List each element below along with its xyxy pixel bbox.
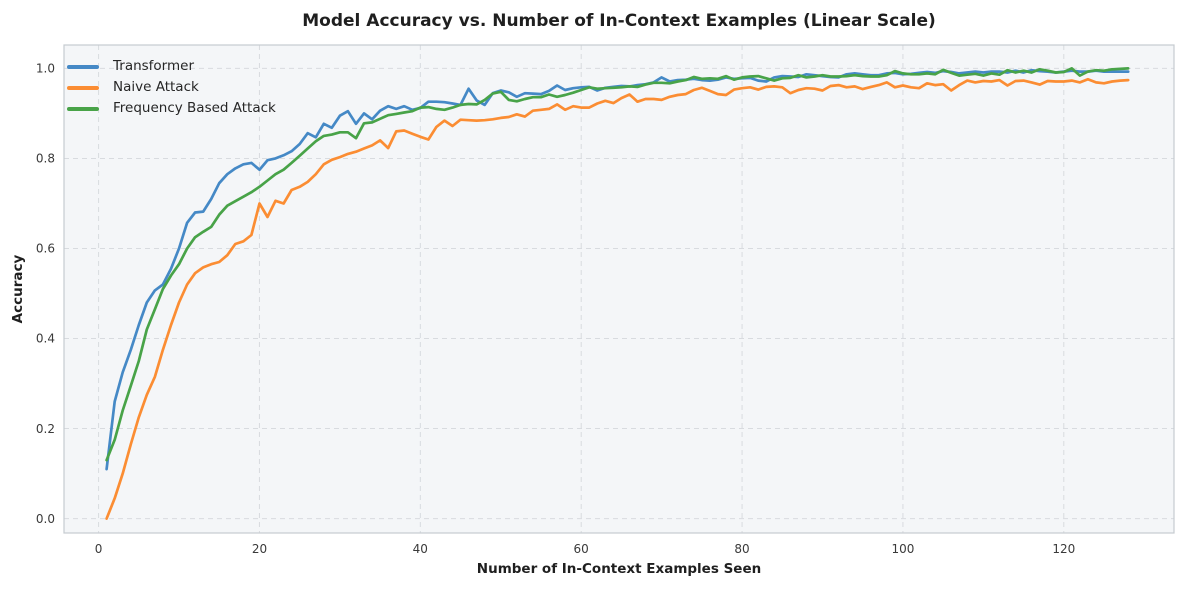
legend-label-naive-attack: Naive Attack [113,79,199,95]
legend-swatch-transformer-icon [67,64,99,69]
y-tick-label: 0.2 [36,422,55,436]
chart-title: Model Accuracy vs. Number of In-Context … [302,11,936,31]
x-tick-label: 120 [1052,542,1075,556]
legend-item-transformer: Transformer [65,56,276,77]
legend-label-frequency-based-attack: Frequency Based Attack [113,100,276,116]
x-tick-label: 100 [891,542,914,556]
x-axis-label: Number of In-Context Examples Seen [477,561,761,577]
legend-item-frequency-based-attack: Frequency Based Attack [65,98,276,119]
y-tick-label: 0.6 [36,242,55,256]
plot-area [64,45,1174,533]
y-tick-label: 0.4 [36,332,55,346]
x-tick-label: 40 [413,542,428,556]
x-tick-label: 0 [95,542,103,556]
y-tick-labels: 0.0 0.2 0.4 0.6 0.8 1.0 [36,62,55,526]
series-line-frequency-based-attack [105,67,1130,462]
x-tick-label: 20 [252,542,267,556]
y-axis-label: Accuracy [10,254,26,323]
x-tick-labels: 0 20 40 60 80 100 120 [95,542,1075,556]
plot-frame [63,44,1175,534]
series-lines [105,67,1130,520]
legend-item-naive-attack: Naive Attack [65,77,276,98]
legend: Transformer Naive Attack Frequency Based… [65,56,276,119]
legend-label-transformer: Transformer [113,58,195,74]
legend-swatch-naive-attack-icon [67,85,99,90]
series-line-naive-attack [105,77,1130,520]
x-tick-label: 60 [574,542,589,556]
gridlines [64,45,1174,533]
legend-swatch-frequency-based-attack-icon [67,106,99,111]
y-tick-label: 0.0 [36,512,55,526]
x-tick-label: 80 [734,542,749,556]
y-tick-label: 0.8 [36,152,55,166]
y-tick-label: 1.0 [36,62,55,76]
